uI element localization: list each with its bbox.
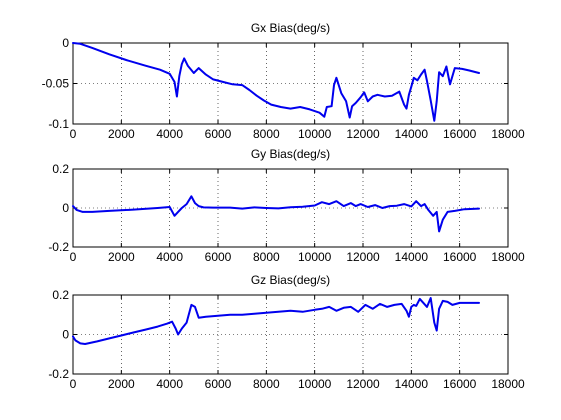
x-tick-label: 18000: [491, 250, 525, 264]
x-tick-label: 6000: [205, 377, 232, 391]
x-tick-label: 0: [70, 127, 77, 141]
x-tick-label: 0: [70, 377, 77, 391]
x-tick-label: 6000: [205, 250, 232, 264]
y-tick-label: 0: [62, 201, 69, 215]
x-tick-label: 10000: [298, 250, 332, 264]
x-tick-label: 16000: [443, 250, 477, 264]
subplot-1: 0 2000 4000 6000 8000 10000 12000 14000 16000 180…: [42, 21, 525, 141]
axes-frame: [72, 42, 509, 125]
x-tick-label: 18000: [491, 377, 525, 391]
subplot-title: Gy Bias(deg/s): [251, 147, 330, 161]
y-tick-label: 0: [62, 328, 69, 342]
y-tick-label: -0.1: [48, 117, 69, 131]
subplot-title: Gz Bias(deg/s): [251, 273, 330, 287]
x-tick-label: 18000: [491, 127, 525, 141]
y-tick-label: -0.05: [42, 77, 70, 91]
x-tick-label: 16000: [443, 127, 477, 141]
series-line: [72, 297, 480, 345]
x-tick-label: 14000: [395, 377, 429, 391]
x-tick-label: 8000: [253, 377, 280, 391]
y-tick-label: -0.2: [48, 240, 69, 254]
x-tick-label: 10000: [298, 377, 332, 391]
axes-frame: [72, 294, 509, 375]
series-line: [72, 42, 480, 122]
x-tick-label: 2000: [108, 250, 135, 264]
x-tick-label: 4000: [156, 250, 183, 264]
x-tick-label: 12000: [346, 377, 380, 391]
x-tick-label: 12000: [346, 127, 380, 141]
y-tick-label: 0.2: [52, 288, 69, 302]
x-tick-label: 6000: [205, 127, 232, 141]
x-tick-label: 2000: [108, 377, 135, 391]
x-tick-label: 16000: [443, 377, 477, 391]
y-tick-label: 0: [62, 36, 69, 50]
subplots: 0 2000 4000 6000 8000 10000 12000 14000 16000 180…: [42, 21, 525, 391]
x-tick-label: 10000: [298, 127, 332, 141]
x-tick-label: 14000: [395, 250, 429, 264]
x-tick-label: 14000: [395, 127, 429, 141]
x-tick-label: 12000: [346, 250, 380, 264]
x-tick-label: 2000: [108, 127, 135, 141]
x-tick-label: 8000: [253, 127, 280, 141]
subplot-title: Gx Bias(deg/s): [251, 21, 330, 35]
x-tick-label: 4000: [156, 127, 183, 141]
y-tick-label: 0.2: [52, 162, 69, 176]
subplot-2: 0 2000 4000 6000 8000 10000 12000 14000 16000 180…: [48, 147, 525, 264]
subplot-3: 0 2000 4000 6000 8000 10000 12000 14000 16000 180…: [48, 273, 525, 391]
x-tick-label: 0: [70, 250, 77, 264]
y-tick-label: -0.2: [48, 367, 69, 381]
x-tick-label: 4000: [156, 377, 183, 391]
series-line: [72, 195, 480, 233]
x-tick-label: 8000: [253, 250, 280, 264]
